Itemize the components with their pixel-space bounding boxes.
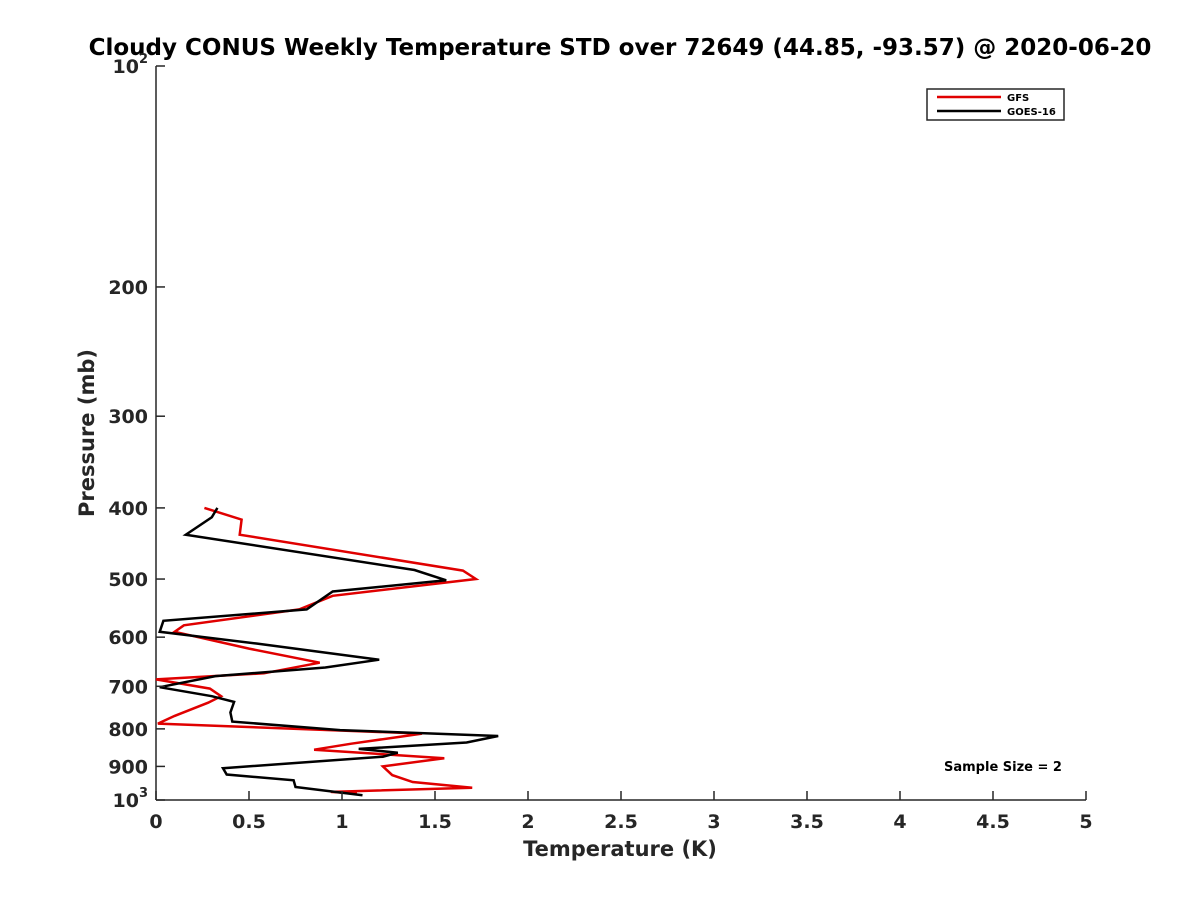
y-tick-label: 200 [108, 277, 148, 299]
series-line-goes-16 [158, 507, 499, 797]
sample-size-annotation: Sample Size = 2 [944, 760, 1062, 775]
x-tick-label: 0 [149, 811, 162, 833]
y-tick-label: 500 [108, 569, 148, 591]
chart-title: Cloudy CONUS Weekly Temperature STD over… [89, 35, 1152, 61]
y-tick-label: 103 [113, 786, 149, 812]
y-tick-label: 700 [108, 676, 148, 698]
series-layer [155, 506, 499, 797]
y-tick-label: 400 [108, 498, 148, 520]
plot-axes [155, 66, 1086, 801]
x-tick-label: 3.5 [790, 811, 824, 833]
y-axis-ticks: 102 200 300 400 500 600 700 800 900 103 [108, 52, 165, 812]
y-tick-label: 300 [108, 406, 148, 428]
y-tick-label: 102 [113, 52, 149, 78]
x-tick-label: 0.5 [232, 811, 266, 833]
x-tick-label: 1 [335, 811, 348, 833]
x-tick-label: 1.5 [418, 811, 452, 833]
x-tick-label: 2 [521, 811, 534, 833]
x-axis-label: Temperature (K) [523, 837, 717, 861]
legend-label: GOES-16 [1007, 107, 1056, 118]
x-axis-ticks: 0 0.5 1 1.5 2 2.5 3 3.5 4 4.5 5 [149, 791, 1093, 833]
y-axis-label: Pressure (mb) [75, 349, 99, 517]
x-tick-label: 3 [707, 811, 720, 833]
y-tick-label: 600 [108, 627, 148, 649]
series-line-gfs [155, 506, 480, 795]
legend-box [926, 88, 1065, 121]
x-tick-label: 5 [1079, 811, 1092, 833]
legend-label: GFS [1007, 93, 1029, 104]
x-tick-label: 2.5 [604, 811, 638, 833]
x-tick-label: 4 [893, 811, 906, 833]
y-tick-label: 900 [108, 756, 148, 778]
x-tick-label: 4.5 [976, 811, 1010, 833]
chart-legend: GFS GOES-16 [926, 88, 1065, 121]
y-tick-label: 800 [108, 719, 148, 741]
